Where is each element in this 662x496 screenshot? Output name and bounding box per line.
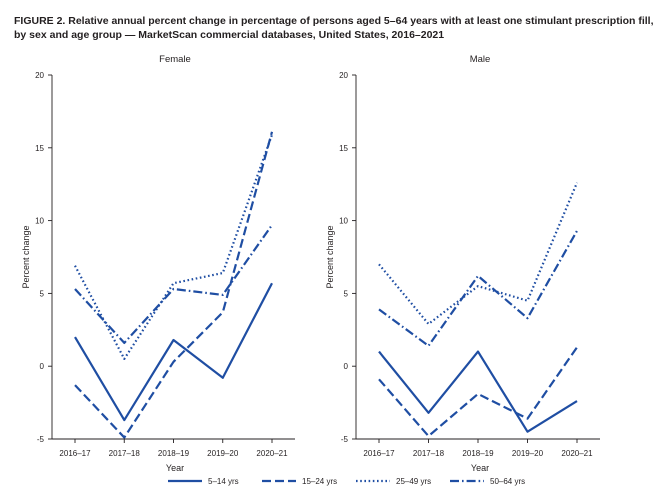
y-tick-label: 10 (35, 217, 44, 226)
x-tick-label: 2019–20 (207, 449, 239, 458)
y-tick-label: 10 (339, 217, 348, 226)
x-tick-label: 2017–18 (413, 449, 445, 458)
legend-label: 25–49 yrs (396, 477, 431, 486)
series-line-5-14-yrs (74, 282, 273, 422)
y-tick-label: 0 (40, 362, 45, 371)
male-panel: Male -5 0 5 10 15 20 2016–17 2017–18 2018–19 2019–… (325, 54, 600, 473)
x-tick-label: 2020–21 (256, 449, 288, 458)
panel-title: Male (470, 54, 491, 65)
x-tick-label: 2018–19 (158, 449, 190, 458)
y-tick-label: 0 (344, 362, 349, 371)
y-tick-label: 15 (35, 144, 44, 153)
x-tick-label: 2016–17 (363, 449, 395, 458)
y-tick-label: -5 (37, 435, 45, 444)
x-tick-label: 2017–18 (109, 449, 141, 458)
x-tick-label: 2020–21 (561, 449, 593, 458)
female-panel: Female -5 0 5 10 15 20 2016–17 2017–18 2018–19 201… (21, 54, 295, 473)
y-axis-title: Percent change (21, 225, 31, 288)
x-tick-label: 2019–20 (512, 449, 544, 458)
y-tick-label: -5 (341, 435, 349, 444)
y-axis-title: Percent change (325, 225, 335, 288)
series-line-50-64-yrs (74, 224, 273, 344)
y-tick-label: 5 (40, 289, 45, 298)
series-line-25-49-yrs (74, 134, 274, 360)
x-axis-title: Year (471, 463, 489, 473)
series-line-25-49-yrs (378, 182, 579, 326)
legend: 5–14 yrs 15–24 yrs 25–49 yrs 50–64 yrs (168, 477, 525, 486)
legend-label: 5–14 yrs (208, 477, 239, 486)
panel-title: Female (159, 54, 191, 65)
series-line-15-24-yrs (378, 346, 578, 438)
series-line-5-14-yrs (378, 350, 578, 433)
legend-label: 15–24 yrs (302, 477, 337, 486)
y-tick-label: 5 (344, 289, 349, 298)
y-tick-label: 20 (339, 71, 348, 80)
x-tick-label: 2018–19 (462, 449, 494, 458)
figure-title: FIGURE 2. Relative annual percent change… (14, 15, 654, 41)
y-tick-label: 20 (35, 71, 44, 80)
x-tick-label: 2016–17 (59, 449, 91, 458)
series-line-15-24-yrs (74, 131, 274, 439)
series-line-50-64-yrs (378, 230, 578, 347)
y-tick-label: 15 (339, 144, 348, 153)
x-axis-title: Year (166, 463, 184, 473)
legend-label: 50–64 yrs (490, 477, 525, 486)
